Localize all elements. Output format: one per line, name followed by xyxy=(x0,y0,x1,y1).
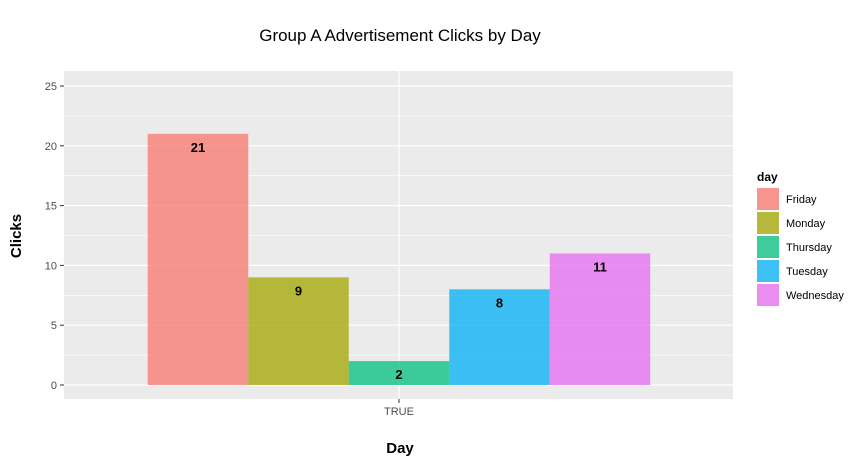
y-tick-label: 5 xyxy=(51,320,57,332)
y-tick-label: 10 xyxy=(45,260,57,272)
bars: 21 9 2 8 11 xyxy=(147,133,651,385)
legend-label-friday: Friday xyxy=(786,194,817,206)
y-tick-label: 0 xyxy=(51,380,57,392)
data-label-tuesday: 8 xyxy=(496,295,503,310)
data-label-monday: 9 xyxy=(295,283,302,298)
legend-label-wednesday: Wednesday xyxy=(786,290,844,302)
x-axis-title: Day xyxy=(386,440,414,457)
bar-monday xyxy=(248,277,349,385)
bar-thursday xyxy=(348,361,450,385)
y-tick-label: 25 xyxy=(45,81,57,93)
legend-key-friday xyxy=(757,188,779,210)
y-tick-label: 20 xyxy=(45,141,57,153)
y-tick-label: 15 xyxy=(45,201,57,213)
bar-tuesday xyxy=(449,289,550,385)
x-tick-label: TRUE xyxy=(384,406,414,418)
data-label-friday: 21 xyxy=(191,140,205,155)
chart-title: Group A Advertisement Clicks by Day xyxy=(259,26,541,45)
data-label-wednesday: 11 xyxy=(593,259,607,274)
legend: day Friday Monday Thursday Tuesday Wednesday xyxy=(757,170,844,306)
legend-key-wednesday xyxy=(757,284,779,306)
y-axis-title: Clicks xyxy=(8,214,25,258)
legend-label-thursday: Thursday xyxy=(786,242,832,254)
legend-key-tuesday xyxy=(757,260,779,282)
legend-label-monday: Monday xyxy=(786,218,826,230)
axis-ticks: 0 5 10 15 20 25 TRUE xyxy=(45,81,414,418)
legend-key-monday xyxy=(757,212,779,234)
bar-wednesday xyxy=(549,253,651,385)
legend-label-tuesday: Tuesday xyxy=(786,266,828,278)
data-label-thursday: 2 xyxy=(395,367,402,382)
legend-key-thursday xyxy=(757,236,779,258)
legend-title: day xyxy=(757,170,778,184)
bar-friday xyxy=(147,133,249,385)
